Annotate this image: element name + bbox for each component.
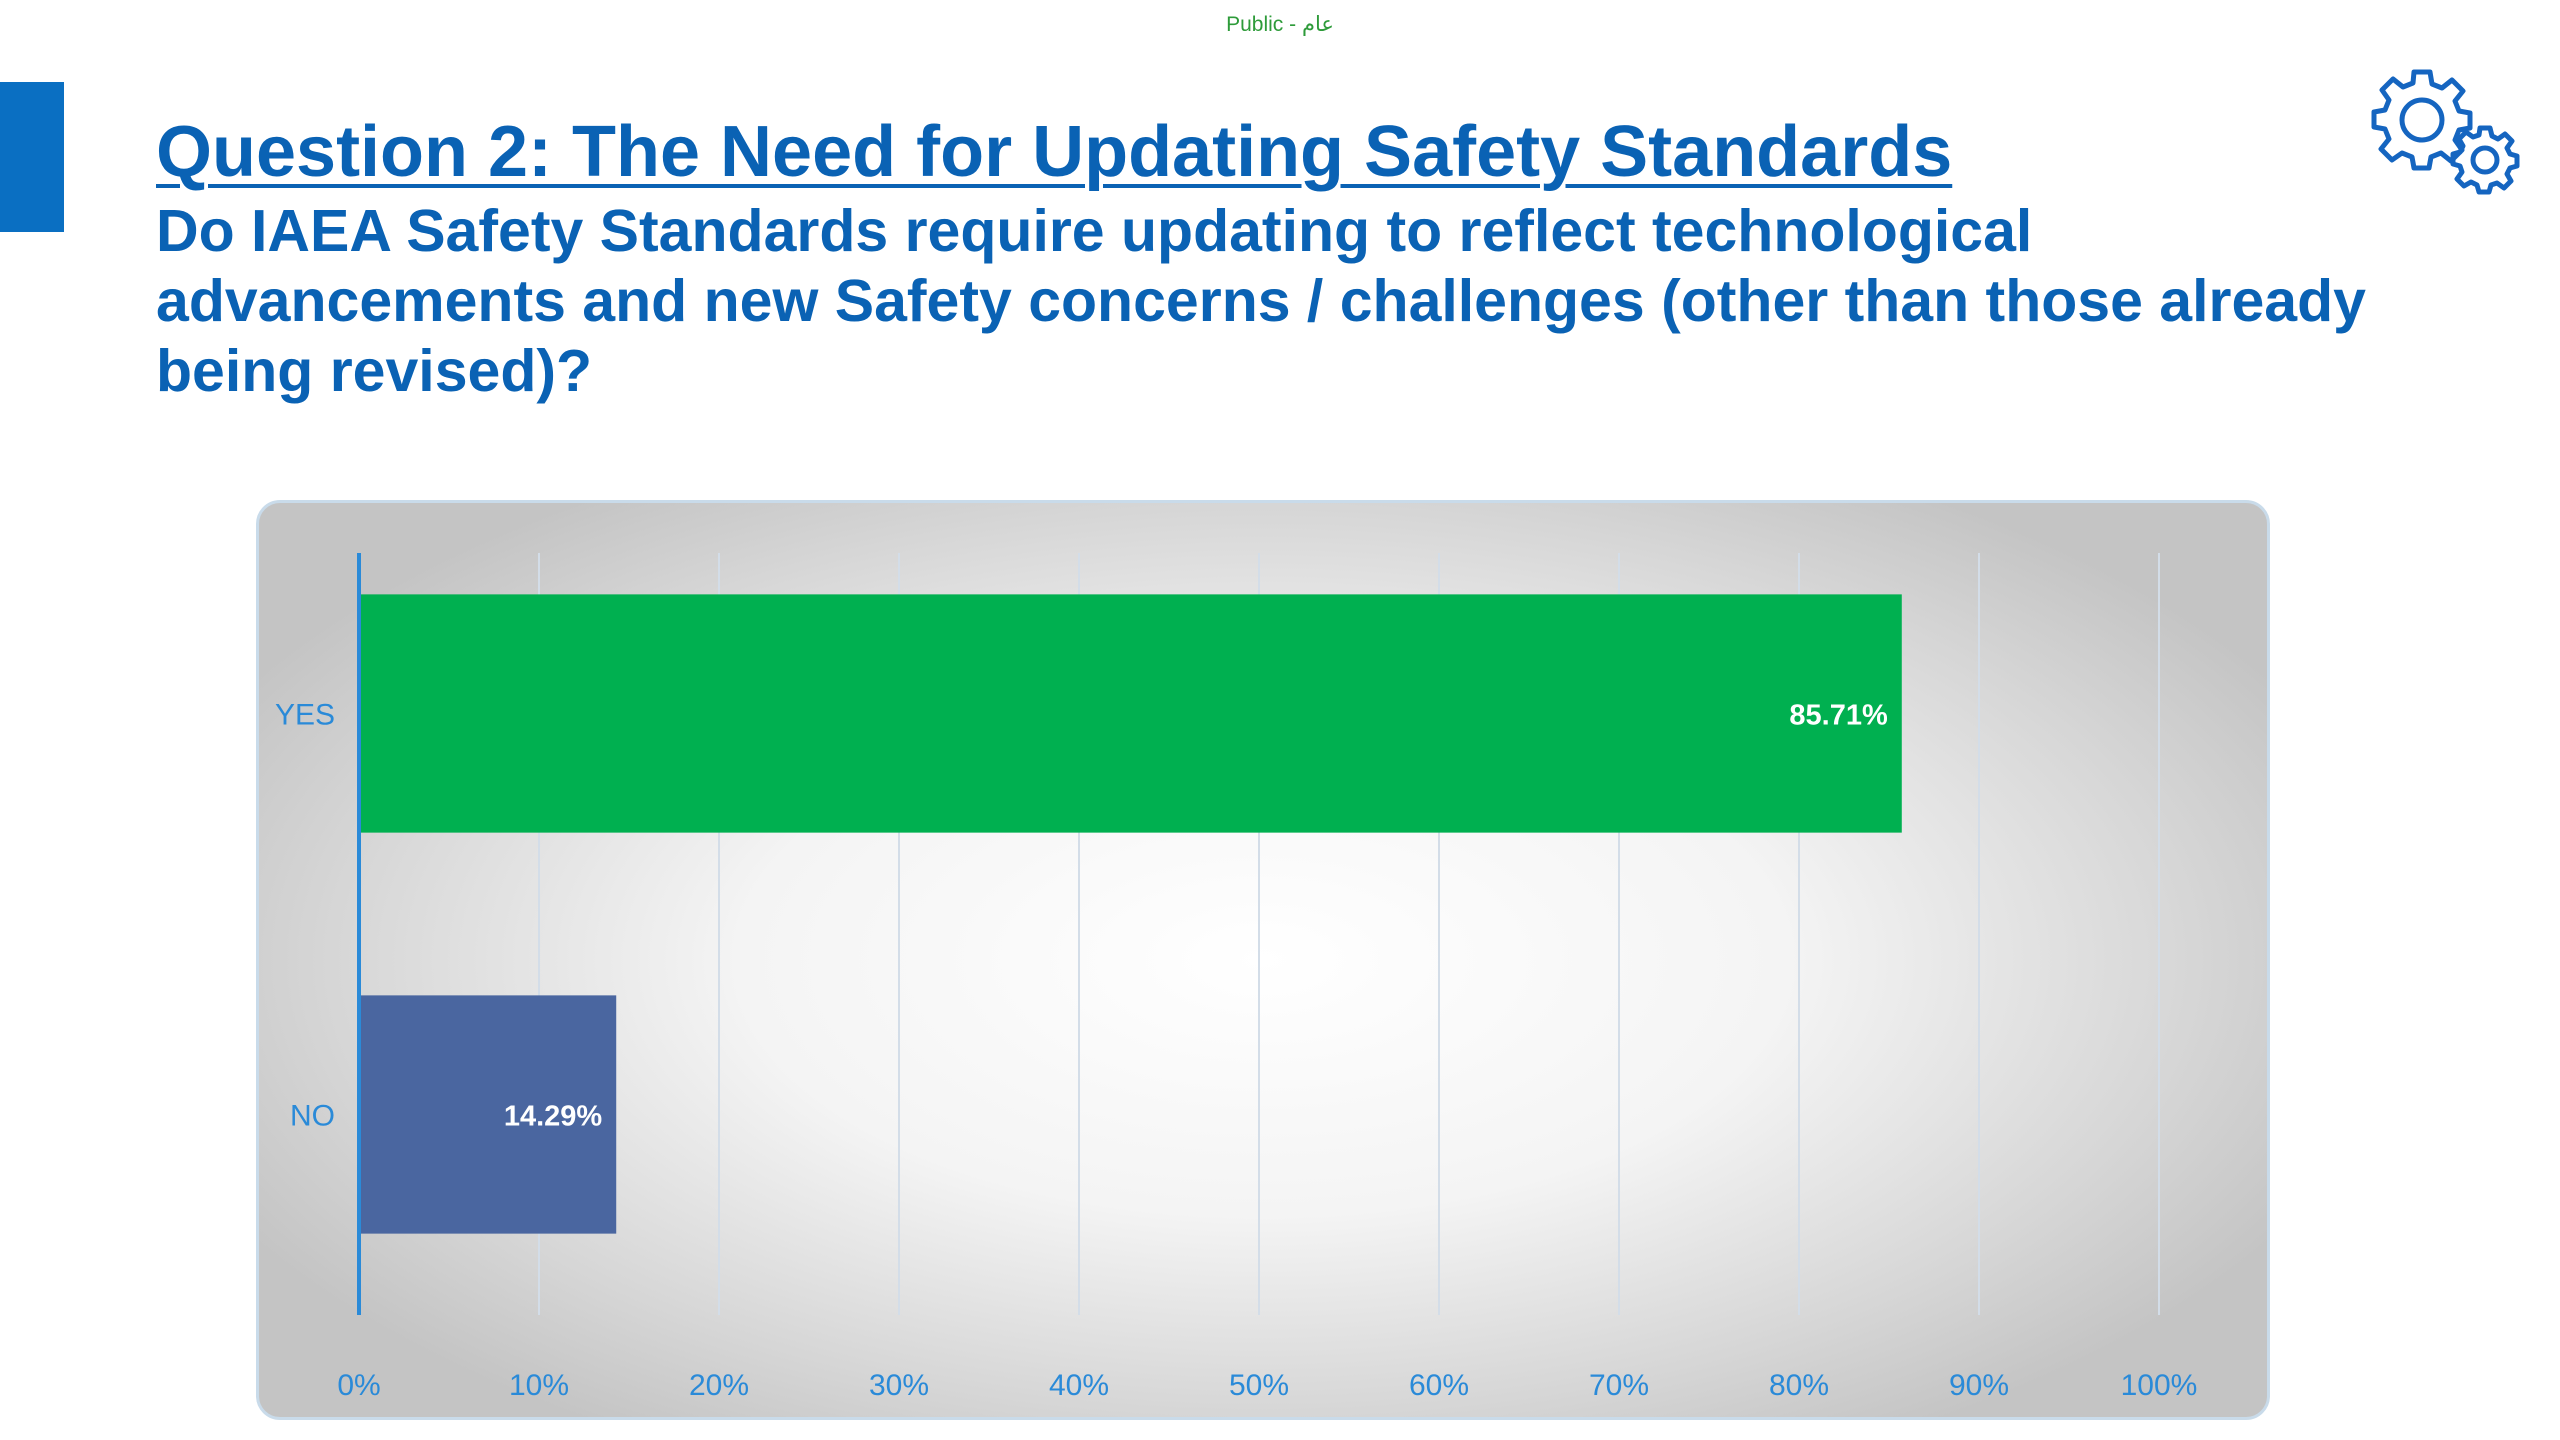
bar-chart: 0% 10% 20% 30% 40% 50% 60% 70% 80% 90% 100% YES 85.7…: [275, 553, 2198, 1402]
question-text: Do IAEA Safety Standards require updatin…: [156, 198, 2366, 404]
x-tick-label: 40%: [1049, 1369, 1109, 1402]
x-tick-label: 50%: [1229, 1369, 1289, 1402]
accent-bar: [0, 82, 64, 232]
x-tick-label: 90%: [1949, 1369, 2009, 1402]
category-label: NO: [290, 1100, 335, 1133]
x-tick-label: 100%: [2121, 1369, 2198, 1402]
x-tick-label: 20%: [689, 1369, 749, 1402]
classification-label: Public - عام: [1226, 13, 1334, 36]
x-tick-label: 0%: [337, 1369, 380, 1402]
x-tick-label: 10%: [509, 1369, 569, 1402]
bar-yes: [359, 594, 1902, 833]
page-title: Question 2: The Need for Updating Safety…: [156, 112, 1953, 192]
x-tick-label: 80%: [1769, 1369, 1829, 1402]
gears-icon: [2371, 69, 2520, 195]
data-label: 85.71%: [1789, 700, 1888, 732]
chart-area: 0% 10% 20% 30% 40% 50% 60% 70% 80% 90% 100% YES 85.7…: [256, 500, 2270, 1420]
x-tick-label: 30%: [869, 1369, 929, 1402]
bar-no: [359, 995, 617, 1234]
category-label: YES: [275, 699, 335, 732]
x-tick-label: 70%: [1589, 1369, 1649, 1402]
x-tick-label: 60%: [1409, 1369, 1469, 1402]
data-label: 14.29%: [504, 1101, 603, 1133]
